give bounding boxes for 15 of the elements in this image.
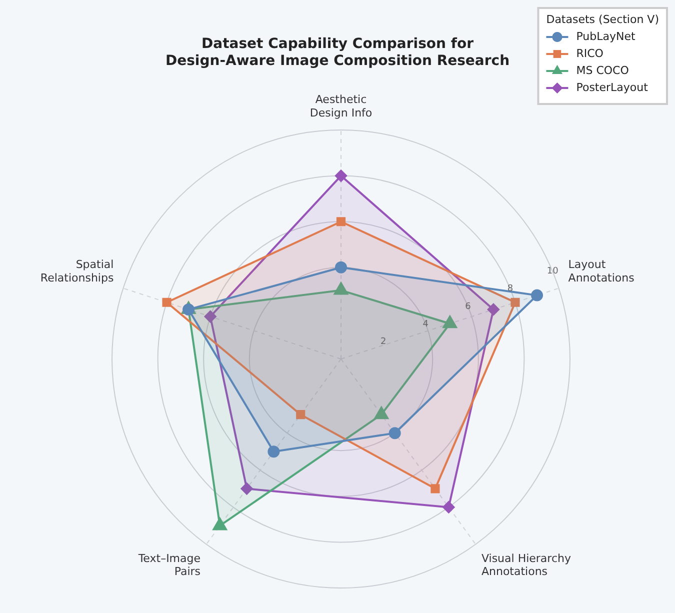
legend-title: Datasets (Section V): [546, 12, 659, 26]
text: Dataset Capability Comparison for Design-Aware Image Composition Research: [165, 36, 510, 69]
y-tick-label: 6: [465, 302, 472, 312]
legend-label: PubLayNet: [576, 30, 636, 43]
y-tick-label: 4: [422, 319, 429, 330]
spoke-label: Layout Annotations: [568, 258, 635, 284]
spoke-label: Aesthetic Design Info: [310, 93, 372, 120]
y-tick-label: 10: [546, 266, 559, 277]
spoke-label: Text–Image Pairs: [137, 552, 201, 578]
legend-label: PosterLayout: [576, 80, 649, 94]
y-tick-label: 2: [380, 336, 386, 347]
spoke-label: Visual Hierarchy Annotations: [481, 552, 572, 578]
legend-label: RICO: [576, 46, 604, 60]
legend-label: MS COCO: [576, 64, 630, 77]
spoke-label: Spatial Relationships: [40, 258, 114, 284]
